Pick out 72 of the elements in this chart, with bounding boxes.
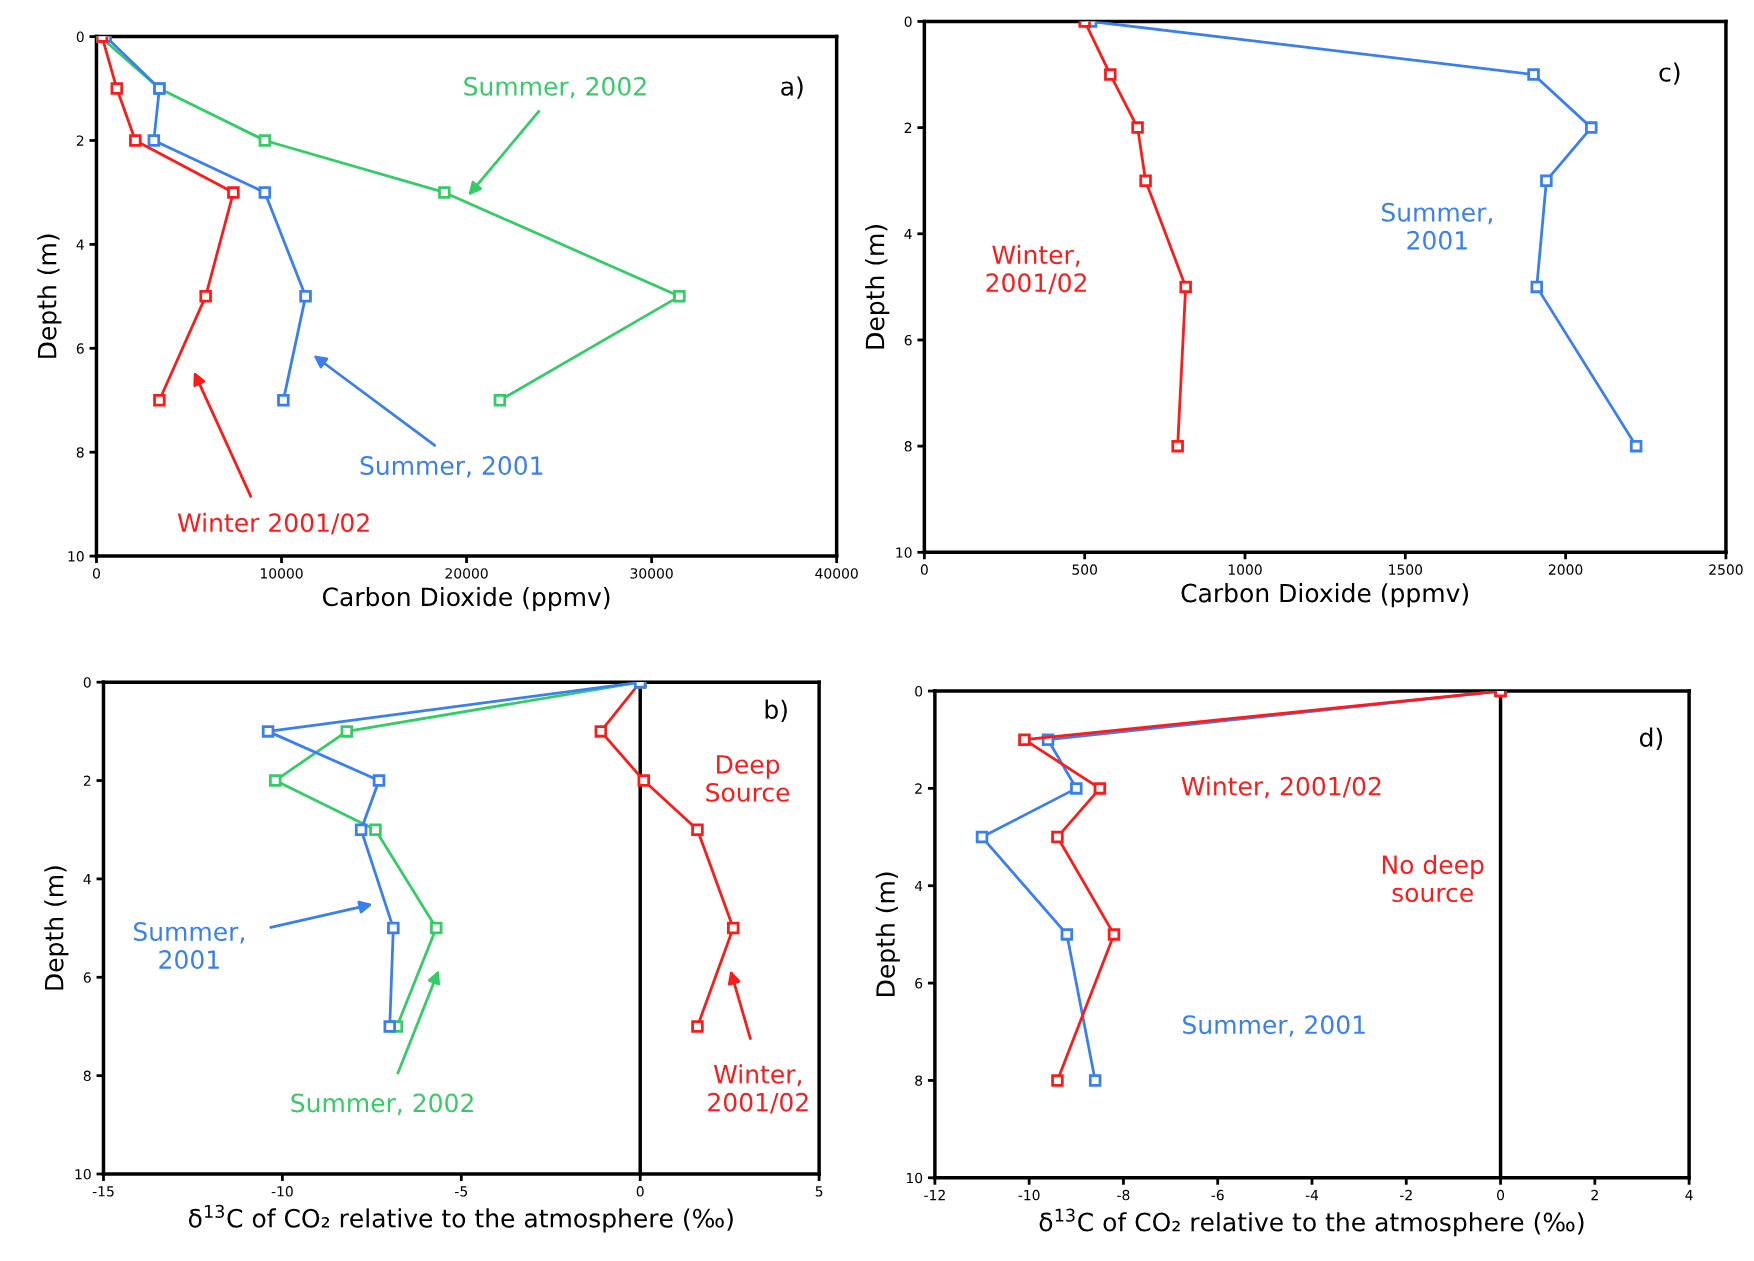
x-tick-label: 40000 — [815, 568, 858, 579]
y-tick-label: 0 — [915, 686, 923, 697]
y-tick-label: 6 — [83, 972, 91, 983]
y-tick-label: 8 — [915, 1075, 923, 1086]
y-tick-label: 6 — [915, 978, 923, 989]
y-tick-label: 0 — [83, 677, 91, 688]
annotation: Winter, 2001/02 — [986, 244, 1086, 295]
annotation: No deep source — [1382, 854, 1484, 903]
x-tick-label: -2 — [1400, 1189, 1412, 1201]
x-axis-title: Carbon Dioxide (ppmv) — [1181, 583, 1469, 608]
y-tick-label: 2 — [76, 135, 84, 146]
y-tick-label: 4 — [76, 239, 84, 250]
y-tick-label: 2 — [83, 775, 91, 786]
y-tick-label: 0 — [904, 16, 912, 27]
y-tick-label: 10 — [896, 547, 912, 558]
annotation: a) — [781, 76, 803, 99]
annotation: c) — [1659, 62, 1680, 85]
annotation: Summer, 2002 — [464, 76, 646, 99]
x-tick-label: -15 — [92, 1186, 114, 1197]
x-tick-label: 0 — [92, 568, 100, 579]
x-axis-title: δ$^{13}$C of CO₂ relative to the atmosphere (‰) — [188, 1204, 733, 1233]
x-tick-label: 1500 — [1389, 564, 1423, 575]
x-tick-label: 5 — [815, 1186, 823, 1197]
y-tick-label: 2 — [915, 783, 922, 794]
y-tick-label: 8 — [76, 447, 84, 458]
y-tick-label: 4 — [914, 880, 923, 891]
x-tick-label: 4 — [1685, 1190, 1693, 1201]
annotation: Winter, 2001/02 — [1181, 776, 1381, 799]
x-tick-label: 2 — [1591, 1189, 1598, 1201]
annotation: Winter 2001/02 — [177, 512, 369, 535]
annotation: Summer, 2002 — [291, 1093, 473, 1115]
x-tick-label: 0 — [1497, 1189, 1505, 1201]
annotation: Summer, 2001 — [1382, 202, 1492, 250]
x-tick-label: 500 — [1072, 564, 1098, 575]
x-tick-label: 0 — [636, 1186, 644, 1197]
y-tick-label: 6 — [76, 343, 84, 354]
x-tick-label: 10000 — [260, 568, 303, 579]
annotation: Summer, 2001 — [360, 456, 543, 478]
annotation: Summer, 2001 — [1183, 1015, 1365, 1037]
x-axis-title: δ$^{13}$C of CO₂ relative to the atmosphere (‰) — [1039, 1208, 1584, 1237]
annotation: Deep Source — [706, 755, 790, 802]
y-axis-title: Depth (m) — [44, 866, 69, 990]
y-tick-label: 10 — [906, 1172, 923, 1184]
y-tick-label: 8 — [904, 441, 912, 452]
y-tick-label: 8 — [83, 1070, 91, 1082]
y-axis-title: Depth (m) — [865, 225, 890, 349]
y-tick-label: 10 — [75, 1168, 91, 1180]
x-tick-label: 20000 — [445, 568, 488, 579]
y-tick-label: 10 — [68, 551, 84, 562]
y-tick-label: 2 — [904, 122, 912, 133]
y-axis-title: Depth (m) — [875, 872, 900, 996]
y-tick-label: 4 — [83, 874, 91, 885]
annotation: Winter, 2001/02 — [708, 1064, 808, 1114]
x-tick-label: 2500 — [1709, 564, 1743, 575]
x-tick-label: -4 — [1305, 1190, 1319, 1201]
y-tick-label: 0 — [76, 31, 84, 43]
x-tick-label: -8 — [1117, 1189, 1130, 1201]
annotation: Summer, 2001 — [134, 922, 244, 970]
y-tick-label: 4 — [904, 228, 912, 240]
x-tick-label: -12 — [924, 1189, 945, 1201]
x-tick-label: -10 — [1018, 1189, 1040, 1201]
x-tick-label: -6 — [1211, 1189, 1224, 1201]
annotation: d) — [1639, 727, 1663, 750]
x-tick-label: -5 — [455, 1186, 468, 1197]
x-tick-label: -10 — [271, 1186, 293, 1197]
x-axis-title: Carbon Dioxide (ppmv) — [322, 586, 610, 612]
y-axis-title: Depth (m) — [37, 234, 62, 358]
y-tick-label: 6 — [904, 334, 912, 346]
x-tick-label: 30000 — [630, 568, 673, 579]
x-tick-label: 2000 — [1548, 564, 1583, 575]
annotation: b) — [765, 699, 787, 722]
x-tick-label: 1000 — [1228, 564, 1262, 575]
